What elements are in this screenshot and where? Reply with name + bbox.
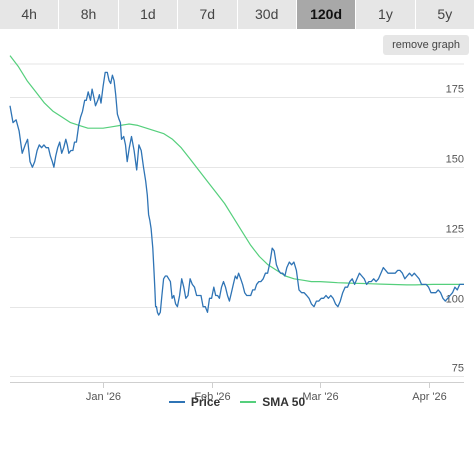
y-tick-label-100: 100	[446, 294, 464, 306]
legend-item-price[interactable]: Price	[168, 395, 221, 409]
x-tick-label: Mar '26	[302, 391, 338, 403]
tab-range-1y[interactable]: 1y	[356, 0, 416, 29]
tab-range-1d[interactable]: 1d	[118, 0, 179, 29]
y-tick-label-175: 175	[446, 84, 464, 96]
chart-legend: Price SMA 50	[0, 392, 474, 412]
x-tick-label: Jan '26	[86, 391, 121, 403]
y-tick-label-125: 125	[446, 224, 464, 236]
legend-swatch	[240, 401, 257, 403]
legend-item-sma-50[interactable]: SMA 50	[240, 395, 305, 409]
tab-range-30d[interactable]: 30d	[237, 0, 297, 29]
legend-label: SMA 50	[262, 395, 306, 409]
tab-range-8h[interactable]: 8h	[59, 0, 119, 29]
legend-label: Price	[190, 395, 221, 409]
y-tick-label-75: 75	[452, 363, 464, 375]
x-tick-label: Feb '26	[194, 391, 230, 403]
y-tick-label-150: 150	[446, 154, 464, 166]
sma-50-line	[9, 55, 464, 286]
legend-swatch	[168, 401, 185, 403]
x-tick-label: Apr '26	[412, 391, 447, 403]
time-range-tabs: 4h 8h 1d 7d 30d 120d 1y 5y	[0, 0, 474, 29]
tab-range-120d[interactable]: 120d	[296, 0, 357, 29]
remove-graph-button[interactable]: remove graph	[383, 35, 469, 55]
tab-range-7d[interactable]: 7d	[178, 0, 238, 29]
price-line	[9, 71, 464, 316]
tab-range-5y[interactable]: 5y	[415, 0, 474, 29]
tab-range-4h[interactable]: 4h	[0, 0, 60, 29]
